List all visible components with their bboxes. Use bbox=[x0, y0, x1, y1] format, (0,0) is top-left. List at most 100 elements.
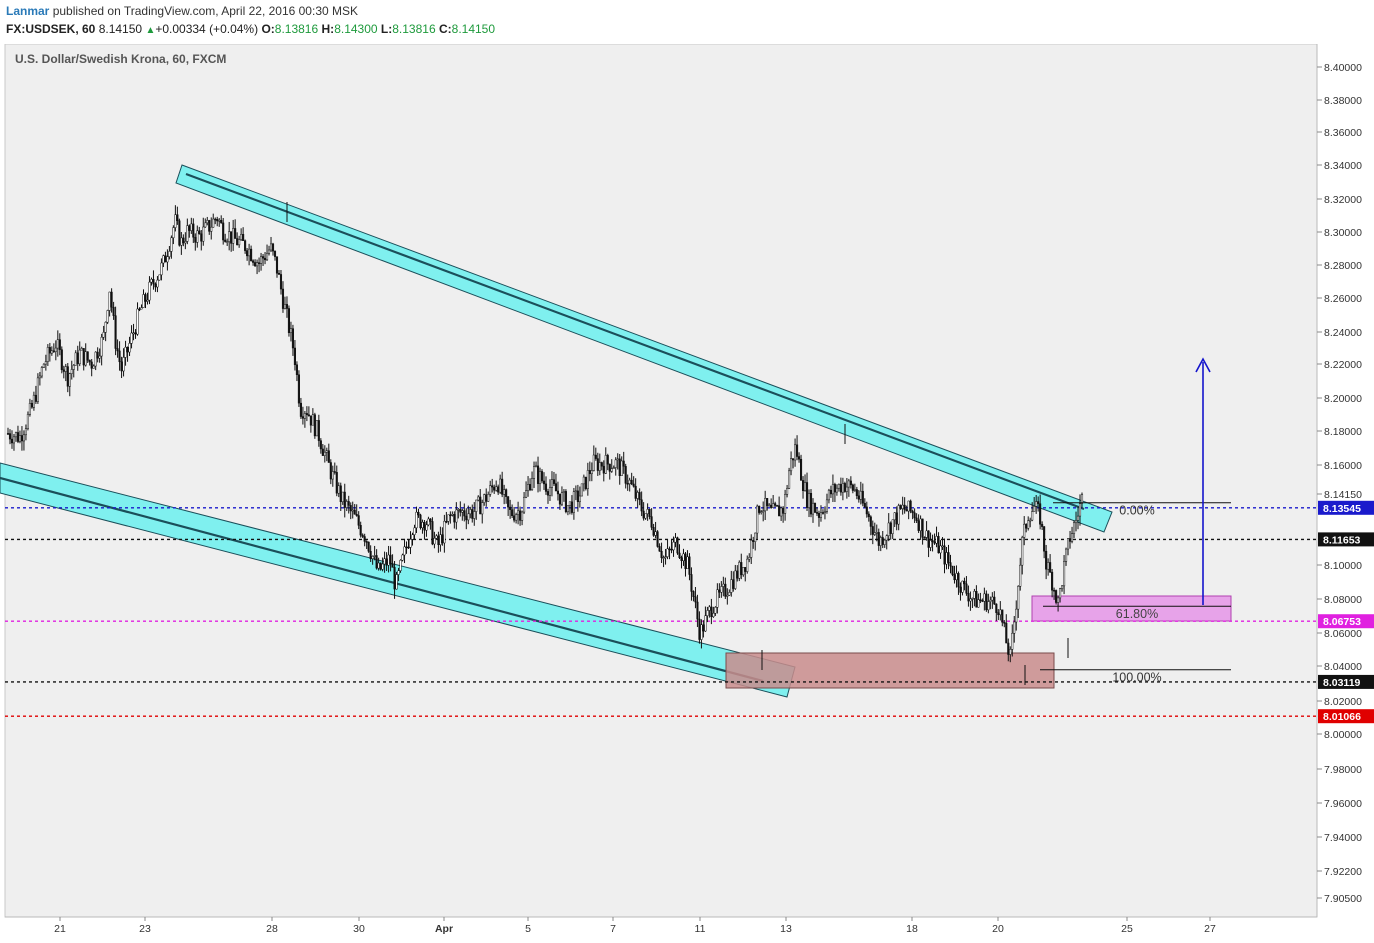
candle-body bbox=[596, 458, 599, 471]
candle-body bbox=[38, 375, 41, 379]
candle-body bbox=[570, 501, 573, 513]
y-tick-label: 7.98000 bbox=[1324, 764, 1362, 776]
candle-body bbox=[813, 502, 817, 513]
candle-body bbox=[48, 347, 51, 354]
candle-body bbox=[893, 512, 896, 521]
candle-body bbox=[754, 532, 757, 542]
candle-body bbox=[590, 470, 593, 475]
candle-body bbox=[706, 610, 709, 616]
candle-body bbox=[778, 505, 781, 517]
candle-body bbox=[252, 260, 255, 263]
candle-body bbox=[624, 466, 627, 484]
y-tick-label: 8.28000 bbox=[1324, 260, 1362, 272]
candle-body bbox=[146, 299, 149, 302]
candle-body bbox=[554, 483, 558, 492]
candle-body bbox=[260, 256, 263, 264]
candle-body bbox=[704, 615, 707, 632]
candle-body bbox=[202, 226, 205, 242]
candle-body bbox=[863, 502, 866, 508]
candle-body bbox=[148, 281, 151, 301]
candle-body bbox=[616, 458, 619, 461]
candle-body bbox=[718, 589, 721, 593]
candle-body bbox=[961, 580, 964, 593]
x-tick-label: 28 bbox=[266, 923, 278, 935]
candle-body bbox=[335, 472, 338, 494]
price-chart[interactable]: 0.00% 61.80% 100.00% 8.40000 8.38000 8.36000… bbox=[0, 44, 1374, 943]
candle-body bbox=[903, 504, 906, 510]
candle-body bbox=[592, 454, 595, 471]
candle-body bbox=[572, 491, 575, 513]
candle-body bbox=[210, 226, 213, 232]
candle-body bbox=[646, 509, 649, 514]
candle-body bbox=[660, 550, 663, 558]
chart-title: U.S. Dollar/Swedish Krona, 60, FXCM bbox=[15, 52, 227, 66]
candle-body bbox=[194, 237, 197, 243]
candle-body bbox=[971, 598, 974, 600]
candle-body bbox=[327, 450, 330, 463]
candle-body bbox=[8, 433, 12, 440]
candle-body bbox=[409, 539, 412, 548]
candle-body bbox=[1043, 526, 1046, 552]
candle-body bbox=[355, 513, 358, 516]
x-tick-label: 20 bbox=[992, 923, 1004, 935]
candle-body bbox=[479, 496, 482, 515]
candle-body bbox=[558, 493, 561, 505]
candle-body bbox=[283, 304, 287, 309]
candle-body bbox=[1051, 571, 1054, 591]
candle-body bbox=[98, 355, 101, 359]
candle-body bbox=[722, 583, 725, 587]
author-link[interactable]: Lanmar bbox=[6, 4, 50, 18]
candle-body bbox=[443, 521, 446, 544]
candle-body bbox=[760, 511, 763, 513]
candle-body bbox=[216, 219, 219, 222]
candle-body bbox=[138, 308, 141, 311]
candle-body bbox=[550, 479, 554, 488]
candle-body bbox=[200, 233, 203, 242]
y-tick-label: 7.90500 bbox=[1324, 893, 1362, 905]
y-tick-label: 8.16000 bbox=[1324, 460, 1362, 472]
candle-body bbox=[527, 484, 530, 492]
candle-body bbox=[584, 476, 587, 489]
candle-body bbox=[164, 255, 167, 263]
candle-body bbox=[295, 364, 298, 375]
candle-body bbox=[50, 350, 53, 354]
candle-body bbox=[435, 535, 438, 539]
candle-body bbox=[501, 478, 504, 495]
candle-body bbox=[953, 574, 956, 581]
candle-body bbox=[429, 518, 432, 522]
candle-body bbox=[682, 553, 685, 562]
candle-body bbox=[158, 274, 161, 281]
candle-body bbox=[817, 513, 821, 518]
candle-body bbox=[626, 483, 629, 485]
candle-body bbox=[56, 339, 59, 349]
candle-body bbox=[742, 567, 745, 576]
candle-body bbox=[471, 509, 474, 519]
candle-body bbox=[315, 420, 318, 437]
candle-body bbox=[134, 332, 137, 335]
candle-body bbox=[873, 532, 876, 535]
candle-body bbox=[1001, 609, 1004, 623]
candle-body bbox=[644, 513, 647, 519]
candle-body bbox=[1053, 589, 1056, 592]
candle-body bbox=[1007, 642, 1010, 655]
candle-body bbox=[632, 483, 635, 487]
candle-body bbox=[222, 222, 225, 241]
candle-body bbox=[156, 279, 159, 288]
candle-body bbox=[240, 234, 243, 240]
x-tick-label: 25 bbox=[1121, 923, 1133, 935]
candle-body bbox=[1063, 561, 1066, 587]
candle-body bbox=[636, 492, 639, 499]
candle-body bbox=[339, 485, 342, 503]
candle-body bbox=[801, 480, 805, 492]
candle-body bbox=[265, 252, 269, 261]
y-tick-label: 8.36000 bbox=[1324, 127, 1362, 139]
candle-body bbox=[993, 596, 996, 605]
candle-body bbox=[230, 231, 233, 244]
close-label: C: bbox=[438, 22, 452, 36]
candle-body bbox=[774, 503, 777, 506]
y-tick-label: 8.38000 bbox=[1324, 95, 1362, 107]
candle-body bbox=[423, 522, 426, 531]
candle-body bbox=[676, 537, 679, 554]
candle-body bbox=[672, 541, 675, 551]
candle-body bbox=[333, 471, 336, 473]
